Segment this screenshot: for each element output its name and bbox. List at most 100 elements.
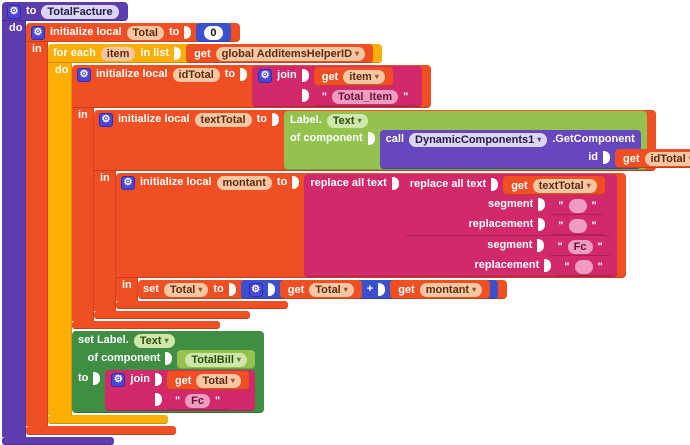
get-item-block[interactable]: get item▾ bbox=[314, 67, 393, 86]
keyword-to: to bbox=[257, 111, 267, 128]
value-socket bbox=[155, 393, 162, 406]
gear-icon[interactable]: ⚙ bbox=[31, 26, 45, 40]
text-field[interactable]: Fc bbox=[185, 394, 210, 408]
gear-icon[interactable]: ⚙ bbox=[258, 69, 272, 83]
gear-icon[interactable]: ⚙ bbox=[249, 283, 263, 297]
blocks-canvas[interactable]: ⚙ to TotalFacture do ⚙ initialize local … bbox=[0, 0, 690, 404]
value-socket bbox=[544, 259, 551, 272]
value-socket bbox=[292, 176, 299, 189]
local-name-field-total[interactable]: Total bbox=[127, 26, 164, 40]
text-field[interactable] bbox=[569, 199, 587, 213]
text-field[interactable] bbox=[569, 219, 587, 233]
number-field[interactable]: 0 bbox=[204, 26, 222, 40]
property-dropdown[interactable]: Text▾ bbox=[134, 334, 175, 348]
init-texttotal-header[interactable]: ⚙ initialize local textTotal to bbox=[94, 110, 656, 171]
text-field[interactable]: Fc bbox=[568, 240, 593, 254]
dropdown-icon: ▾ bbox=[472, 285, 476, 294]
gear-icon[interactable]: ⚙ bbox=[7, 5, 21, 19]
replacement-label: replacement bbox=[474, 257, 539, 274]
text-block-empty[interactable]: " " bbox=[550, 216, 604, 235]
procedure-block-totalfacture[interactable]: ⚙ to TotalFacture do ⚙ initialize local … bbox=[2, 2, 656, 445]
property-dropdown[interactable]: Text▾ bbox=[327, 114, 368, 128]
label-text-getter-block[interactable]: Label. Text▾ of component bbox=[284, 111, 647, 170]
text-block-fc[interactable]: " Fc " bbox=[167, 391, 228, 410]
value-socket bbox=[184, 26, 191, 39]
local-name-field-texttotal[interactable]: textTotal bbox=[195, 113, 252, 127]
dropdown-icon: ▾ bbox=[358, 116, 362, 125]
text-field[interactable]: Total_Item bbox=[332, 90, 398, 104]
set-total-block[interactable]: set Total▾ to bbox=[138, 280, 507, 299]
block-footer bbox=[2, 437, 114, 445]
var-dropdown[interactable]: global AdditemsHelperID▾ bbox=[216, 47, 365, 61]
keyword-get: get bbox=[194, 48, 211, 60]
dropdown-icon: ▾ bbox=[537, 135, 541, 144]
close-quote: " bbox=[598, 241, 603, 253]
text-block-total-item[interactable]: " Total_Item " bbox=[314, 87, 417, 106]
replace-all-text-inner-block[interactable]: replace all text get bbox=[404, 175, 611, 236]
value-socket bbox=[302, 69, 309, 82]
init-local-idtotal-block[interactable]: ⚙ initialize local idTotal to bbox=[72, 65, 656, 329]
keyword-of-component: of component bbox=[88, 350, 161, 367]
gear-icon[interactable]: ⚙ bbox=[77, 68, 91, 82]
text-field[interactable] bbox=[575, 260, 593, 274]
dropdown-icon: ▾ bbox=[198, 285, 202, 294]
var-dropdown[interactable]: montant▾ bbox=[420, 283, 482, 297]
text-block-fc[interactable]: " Fc " bbox=[549, 237, 610, 256]
component-dropdown[interactable]: DynamicComponents1▾ bbox=[409, 133, 547, 147]
get-global-additemshelperid-block[interactable]: get global AdditemsHelperID▾ bbox=[186, 44, 373, 63]
get-montant-block[interactable]: get montant▾ bbox=[390, 280, 490, 299]
text-block-space[interactable]: " " bbox=[550, 196, 604, 215]
value-socket bbox=[272, 113, 279, 126]
plus-block[interactable]: ⚙ get Tota bbox=[241, 280, 498, 299]
var-dropdown[interactable]: idTotal▾ bbox=[645, 152, 690, 166]
procedure-header[interactable]: ⚙ to TotalFacture bbox=[2, 2, 128, 21]
gear-icon[interactable]: ⚙ bbox=[111, 373, 125, 387]
init-idtotal-header[interactable]: ⚙ initialize local idTotal to bbox=[72, 65, 431, 108]
close-quote: " bbox=[598, 261, 603, 273]
get-total-block[interactable]: get Total▾ bbox=[167, 371, 249, 390]
in-slot-label: in bbox=[94, 171, 116, 311]
var-dropdown[interactable]: Total▾ bbox=[164, 283, 208, 297]
call-getcomponent-block[interactable]: call DynamicComponents1▾ .GetComponent bbox=[380, 130, 641, 169]
get-texttotal-block[interactable]: get textTotal▾ bbox=[503, 176, 605, 195]
component-dropdown[interactable]: TotalBill▾ bbox=[185, 353, 247, 367]
component-block-totalbill[interactable]: TotalBill▾ bbox=[177, 350, 255, 369]
foreach-header[interactable]: for each item in list get global Additem… bbox=[48, 44, 382, 63]
procedure-name-field[interactable]: TotalFacture bbox=[41, 5, 118, 19]
local-name-field-idtotal[interactable]: idTotal bbox=[173, 68, 220, 82]
keyword-of-component: of component bbox=[290, 130, 363, 147]
keyword-replace-all-text: replace all text bbox=[410, 176, 486, 193]
set-label-text-body[interactable]: set Label. Text▾ of component bbox=[72, 331, 264, 413]
join-block[interactable]: ⚙ join bbox=[105, 370, 255, 411]
do-slot-label: do bbox=[48, 63, 72, 415]
text-block-empty[interactable]: " " bbox=[556, 257, 610, 276]
init-local-total-block[interactable]: ⚙ initialize local Total to 0 in bbox=[26, 23, 656, 435]
close-quote: " bbox=[403, 91, 408, 103]
gear-icon[interactable]: ⚙ bbox=[99, 113, 113, 127]
get-idtotal-block[interactable]: get idTotal▾ bbox=[615, 149, 690, 168]
foreach-block[interactable]: for each item in list get global Additem… bbox=[48, 44, 656, 424]
var-dropdown[interactable]: item▾ bbox=[343, 70, 385, 84]
loop-var-field-item[interactable]: item bbox=[101, 47, 136, 61]
var-dropdown[interactable]: Total▾ bbox=[196, 374, 240, 388]
gear-icon[interactable]: ⚙ bbox=[121, 176, 135, 190]
get-total-block[interactable]: get Total▾ bbox=[280, 280, 362, 299]
local-name-field-montant[interactable]: montant bbox=[217, 176, 272, 190]
set-total-header[interactable]: set Total▾ to bbox=[138, 280, 507, 299]
set-label-text-block[interactable]: set Label. Text▾ of component bbox=[72, 331, 264, 413]
close-quote: " bbox=[592, 200, 597, 212]
value-socket bbox=[378, 283, 385, 296]
value-socket bbox=[538, 218, 545, 231]
init-montant-header[interactable]: ⚙ initialize local montant to bbox=[116, 173, 626, 278]
init-local-montant-block[interactable]: ⚙ initialize local montant to bbox=[116, 173, 626, 309]
keyword-to: to bbox=[169, 24, 179, 41]
join-block[interactable]: ⚙ join bbox=[252, 66, 422, 107]
init-total-header[interactable]: ⚙ initialize local Total to 0 bbox=[26, 23, 240, 42]
replace-all-text-outer-block[interactable]: replace all text bbox=[304, 174, 616, 277]
open-quote: " bbox=[558, 220, 563, 232]
value-socket bbox=[392, 177, 399, 190]
number-block-0[interactable]: 0 bbox=[196, 23, 230, 42]
var-dropdown[interactable]: textTotal▾ bbox=[533, 179, 597, 193]
init-local-texttotal-block[interactable]: ⚙ initialize local textTotal to bbox=[94, 110, 656, 319]
var-dropdown[interactable]: Total▾ bbox=[309, 283, 353, 297]
